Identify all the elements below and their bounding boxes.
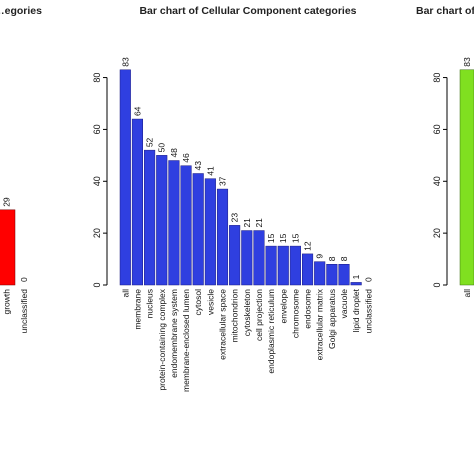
category-labels: all membrane nucleus protein-containing com… [120,288,373,392]
bar [253,230,265,286]
bar [192,173,204,286]
right-y-tick-label: 40 [432,176,442,186]
right-chart: Bar chart of … 0 20 40 60 80 83 all [416,5,474,298]
value-label: 1 [351,274,361,279]
value-label: 37 [218,176,228,186]
bar [338,264,350,286]
value-label: 21 [242,218,252,228]
y-tick-label: 20 [92,228,102,238]
left-category-label: unclassified [19,289,29,334]
category-label: envelope [278,289,288,324]
left-value-label: 29 [2,197,12,207]
bar [119,69,131,286]
bar [289,245,301,286]
value-label: 43 [193,161,203,171]
category-label: vacuole [339,289,349,319]
category-label: cell projection [254,289,264,341]
value-label: 48 [169,148,179,158]
value-label: 0 [363,277,373,282]
value-label: 15 [266,233,276,243]
value-label: 64 [132,106,142,116]
left-value-label: 0 [19,277,29,282]
bar [168,160,180,286]
bar [156,155,168,286]
left-chart: …egories 29 growth 0 unclassified [0,5,42,333]
bar [314,261,326,286]
value-label: 41 [205,166,215,176]
cellular-component-chart: Bar chart of Cellular Component categori… [92,5,373,392]
bar [204,178,216,286]
category-label: mitochondrion [230,289,240,343]
right-y-tick-label: 80 [432,73,442,83]
category-label: all [120,289,130,298]
left-category-label: growth [2,289,12,315]
category-label: endoplasmic reticulum [266,289,276,374]
y-tick-label: 0 [92,282,102,287]
bar [229,225,241,286]
y-axis-ticks: 0 20 40 60 80 [92,73,107,288]
value-label: 8 [339,256,349,261]
bar [216,188,229,286]
right-bar [459,69,474,286]
bar [326,264,338,286]
category-label: Golgi apparatus [327,289,337,349]
value-label: 46 [181,153,191,163]
chart-title: Bar chart of Cellular Component categori… [139,5,356,17]
right-y-axis-ticks: 0 20 40 60 80 [432,73,447,288]
category-label: endomembrane system [169,289,179,378]
value-label: 83 [120,57,130,67]
right-y-tick-label: 0 [432,282,442,287]
bar [350,282,362,286]
category-label: protein-containing complex [157,288,167,390]
value-label: 23 [230,213,240,223]
bar [302,253,314,286]
value-label: 8 [327,256,337,261]
value-label: 15 [290,233,300,243]
category-label: membrane [132,289,142,330]
right-y-tick-label: 60 [432,124,442,134]
value-label: 15 [278,233,288,243]
bars [119,69,362,286]
value-label: 52 [145,137,155,147]
bar [144,149,156,286]
category-label: vesicle [205,289,215,315]
category-label: cytoskeleton [242,289,252,337]
category-label: unclassified [363,289,373,334]
value-label: 50 [157,143,167,153]
bar [241,230,253,286]
category-label: endosome [303,289,313,329]
bar [180,165,192,286]
bar [265,245,277,286]
bar [277,245,289,286]
category-label: extracellular matrix [315,288,325,360]
right-bars: 83 all [459,57,474,298]
right-value-label: 83 [462,57,472,67]
category-label: extracellular space [218,289,228,360]
left-chart-title: …egories [0,5,42,17]
y-tick-label: 80 [92,73,102,83]
bar [131,118,143,286]
right-chart-title: Bar chart of … [416,5,474,17]
category-label: cytosol [193,289,203,316]
category-label: membrane-enclosed lumen [181,289,191,392]
category-label: lipid droplet [351,288,361,332]
category-label: nucleus [145,289,155,318]
y-tick-label: 40 [92,176,102,186]
right-category-label: all [462,289,472,298]
right-y-tick-label: 20 [432,228,442,238]
y-tick-label: 60 [92,124,102,134]
value-label: 21 [254,218,264,228]
category-label: chromosome [290,289,300,338]
value-label: 9 [315,254,325,259]
value-label: 12 [303,241,313,251]
left-bar [0,209,16,286]
